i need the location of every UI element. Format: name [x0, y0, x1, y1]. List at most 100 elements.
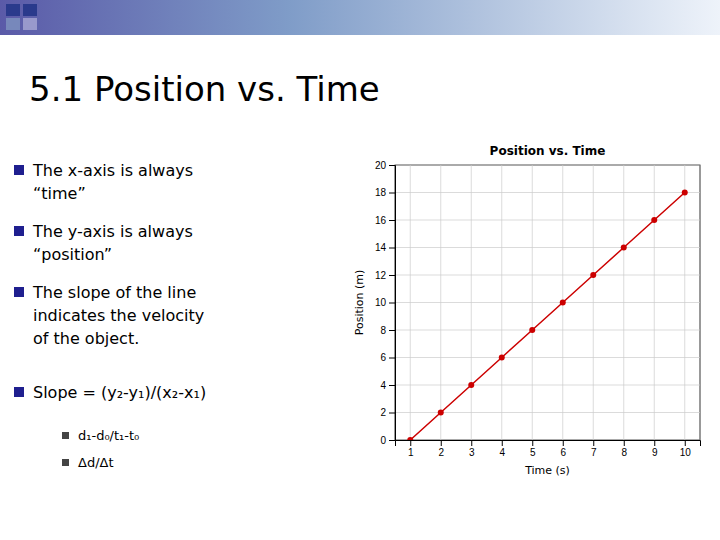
y-tick-label: 20 [375, 160, 387, 171]
y-tick: 4 [380, 380, 395, 391]
point [407, 437, 413, 440]
x-tick-mark [624, 440, 625, 446]
header-square [6, 4, 20, 16]
grid-line-y [395, 192, 700, 193]
x-tick: 5 [530, 440, 536, 458]
x-tick-label: 5 [530, 447, 536, 458]
header-bar [0, 0, 720, 35]
y-tick: 2 [380, 407, 395, 418]
y-tick-mark [389, 330, 395, 331]
y-tick-mark [389, 275, 395, 276]
y-tick-label: 18 [375, 187, 387, 198]
y-tick-mark [389, 385, 395, 386]
x-tick-mark [593, 440, 594, 446]
header-square [23, 18, 37, 30]
grid-line-y [395, 357, 700, 358]
grid-line-y [395, 330, 700, 331]
bullet-text: Slope = (y₂-y₁)/(x₂-x₁) [33, 383, 206, 402]
slide: 5.1 Position vs. Time The x-axis is alway… [0, 0, 720, 540]
sub-bullet-text: Δd/Δt [78, 455, 114, 470]
point [529, 327, 535, 333]
bullet-text: “position” [33, 245, 112, 264]
x-tick-mark [685, 440, 686, 446]
point [651, 217, 657, 223]
point [590, 272, 596, 278]
y-tick-label: 0 [380, 435, 386, 446]
y-tick: 20 [375, 160, 395, 171]
x-tick-mark [654, 440, 655, 446]
x-tick: 10 [680, 440, 692, 458]
bullet-text: The slope of the line [32, 283, 196, 302]
line [410, 193, 685, 441]
bullet-text: of the object. [33, 329, 139, 348]
sub-bullet-square [62, 432, 69, 439]
x-tick-label: 2 [438, 447, 444, 458]
x-tick-label: 8 [621, 447, 627, 458]
slide-title: 5.1 Position vs. Time [29, 69, 380, 109]
x-tick: 8 [621, 440, 627, 458]
y-tick: 8 [380, 325, 395, 336]
y-tick-label: 16 [375, 215, 387, 226]
y-tick-mark [389, 413, 395, 414]
bullet-text: “time” [33, 184, 86, 203]
x-axis-title: Time (s) [524, 464, 570, 477]
x-tick: 9 [652, 440, 658, 458]
y-axis-title: Position (m) [353, 270, 366, 336]
y-tick-label: 4 [380, 380, 386, 391]
y-tick-label: 8 [380, 325, 386, 336]
bullet-square [14, 387, 24, 397]
y-tick-mark [389, 303, 395, 304]
x-tick-label: 9 [652, 447, 658, 458]
point [560, 300, 566, 306]
x-tick: 4 [499, 440, 505, 458]
bullet-square [14, 287, 24, 297]
x-tick-mark [563, 440, 564, 446]
point [468, 382, 474, 388]
x-tick: 2 [438, 440, 444, 458]
sub-bullet-text: d₁-d₀/t₁-t₀ [78, 428, 139, 443]
y-tick-mark [389, 165, 395, 166]
header-square [23, 4, 37, 16]
x-tick: 3 [469, 440, 475, 458]
y-tick: 18 [375, 187, 395, 198]
point [682, 190, 688, 196]
y-tick-mark [389, 358, 395, 359]
bullet-text: The x-axis is always [32, 161, 193, 180]
header-square [6, 18, 20, 30]
point [621, 245, 627, 251]
y-tick-label: 10 [375, 297, 387, 308]
marks [407, 190, 688, 441]
x-tick-label: 10 [680, 447, 692, 458]
y-tick: 0 [380, 435, 395, 446]
grid [395, 165, 700, 440]
y-tick-label: 12 [375, 270, 387, 281]
x-tick-label: 1 [408, 447, 414, 458]
y-tick-label: 2 [380, 407, 386, 418]
y-tick-label: 6 [380, 352, 386, 363]
y-tick: 10 [375, 297, 395, 308]
chart-title: Position vs. Time [490, 144, 606, 158]
x-axis-line [396, 441, 701, 447]
x-tick-mark [441, 440, 442, 446]
y-tick-mark [389, 440, 395, 441]
x-tick-label: 4 [499, 447, 505, 458]
y-tick: 16 [375, 215, 395, 226]
y-tick-mark [389, 248, 395, 249]
point [499, 355, 505, 361]
x-tick-mark [532, 440, 533, 446]
x-tick-mark [471, 440, 472, 446]
bullet-square [14, 165, 24, 175]
bullet-text: indicates the velocity [33, 306, 204, 325]
x-tick-mark [410, 440, 411, 446]
x-tick-label: 7 [591, 447, 597, 458]
y-axis-line [389, 166, 396, 441]
y-tick-mark [389, 220, 395, 221]
grid-line-y [395, 385, 700, 386]
grid-line-y [395, 165, 700, 166]
point [438, 410, 444, 416]
x-tick: 7 [591, 440, 597, 458]
x-tick-label: 6 [560, 447, 566, 458]
bullet-square [14, 226, 24, 236]
y-tick-label: 14 [375, 242, 387, 253]
y-tick: 14 [375, 242, 395, 253]
